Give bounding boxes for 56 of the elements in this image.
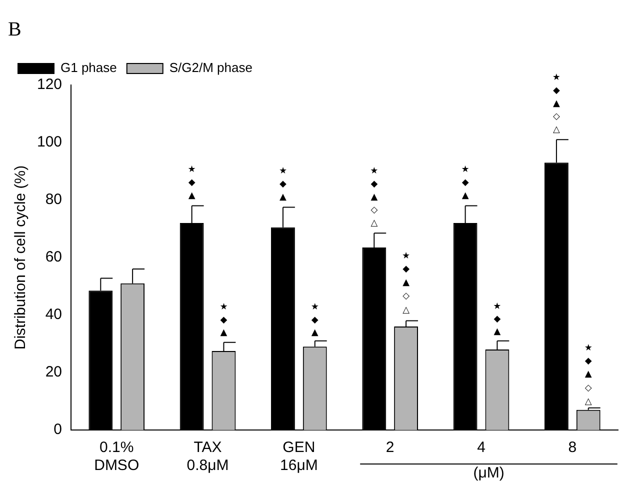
- annotation: ★: [370, 166, 378, 176]
- x-tick-label: 0.1% DMSO: [94, 439, 140, 474]
- y-tick-label: 20: [45, 364, 62, 381]
- annotation: ◆: [402, 264, 410, 275]
- y-tick-label: 120: [36, 76, 62, 94]
- x-tick-label: 2: [386, 439, 394, 456]
- annotation: ◆: [462, 178, 469, 188]
- annotation: ▲: [584, 370, 592, 380]
- annotation: ▲: [494, 327, 501, 338]
- annotation: ▲: [280, 192, 287, 203]
- annotation: ◇: [553, 112, 560, 122]
- annotation: △: [370, 218, 378, 228]
- annotation: ▲: [188, 191, 196, 202]
- annotation: ★: [584, 343, 592, 354]
- y-tick-label: 0: [54, 421, 62, 438]
- y-tick-label: 100: [36, 134, 62, 151]
- annotation: ★: [310, 302, 319, 313]
- legend-label: G1 phase: [60, 60, 117, 76]
- annotation: △: [402, 306, 410, 316]
- annotation: ◆: [311, 316, 318, 326]
- y-axis-title: Distribution of cell cycle (%): [12, 165, 30, 350]
- annotation: ★: [493, 302, 502, 312]
- text: ★: [552, 72, 561, 83]
- annotation: ◆: [220, 316, 228, 326]
- annotation: ◆: [188, 178, 196, 188]
- annotation: △: [553, 124, 560, 135]
- annotation: △: [584, 397, 592, 408]
- legend-label: S/G2/M phase: [169, 60, 252, 76]
- annotation: ◇: [584, 383, 592, 394]
- annotation: ★: [220, 302, 228, 313]
- x-tick-label: TAX 0.8μM: [186, 439, 229, 474]
- x-tick-label: GEN 16μM: [280, 439, 318, 474]
- y-tick-label: 60: [45, 248, 62, 266]
- annotation: ★: [461, 165, 470, 176]
- annotation: ▲: [220, 328, 228, 338]
- text: (μM): [473, 464, 504, 482]
- y-tick-label: 40: [45, 306, 62, 324]
- annotation: ▲: [311, 328, 318, 338]
- annotation: ▲: [402, 278, 410, 288]
- annotation: ◆: [494, 314, 501, 325]
- annotation: ★: [188, 165, 196, 176]
- annotation: ★: [278, 166, 288, 177]
- annotation: ◆: [370, 179, 378, 190]
- annotation: ◇: [402, 292, 410, 302]
- chart-title: B: [8, 18, 22, 40]
- annotation: ▲: [370, 192, 378, 202]
- annotation: ★: [402, 252, 410, 262]
- x-tick-label: 4: [477, 439, 486, 456]
- annotation: ◇: [370, 205, 378, 216]
- annotation: ◆: [553, 86, 560, 96]
- annotation: ◆: [280, 180, 287, 190]
- annotation: ◆: [584, 356, 592, 367]
- annotation: ▲: [553, 98, 560, 109]
- annotation: ▲: [462, 191, 469, 202]
- x-tick-label: 8: [568, 439, 577, 456]
- y-tick-label: 80: [45, 191, 62, 208]
